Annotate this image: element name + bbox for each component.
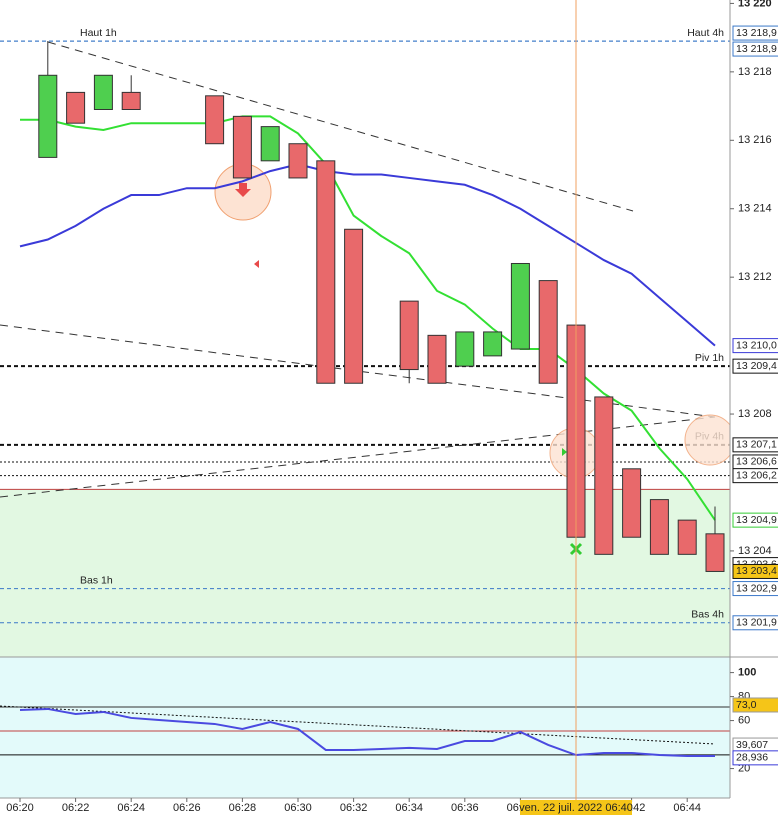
candle-body xyxy=(121,91,141,110)
y-tick-label: 13 216 xyxy=(738,134,772,146)
y-tick-label: 60 xyxy=(738,714,750,726)
price-label: 13 201,9 xyxy=(736,617,777,629)
crosshair-label-box xyxy=(520,800,632,815)
level-name: Piv 1h xyxy=(695,352,724,364)
y-tick-label: 13 218 xyxy=(738,66,772,78)
price-label: 13 206,6 xyxy=(736,456,777,468)
level-name: Haut 4h xyxy=(687,27,724,39)
x-tick-label: 06:30 xyxy=(284,802,312,814)
trend-line xyxy=(0,416,716,498)
candle-body xyxy=(344,228,364,384)
candle-body xyxy=(622,468,642,538)
price-label: 13 207,1 xyxy=(736,439,777,451)
candle-body xyxy=(455,331,475,367)
y-tick-label: 13 204 xyxy=(738,545,772,557)
indicator-background xyxy=(0,657,730,798)
down-arrow xyxy=(235,183,251,197)
x-tick-label: 06:26 xyxy=(173,802,201,814)
price-label-box xyxy=(732,358,778,374)
y-tick-label: 100 xyxy=(738,667,756,679)
candle-body xyxy=(399,300,419,371)
x-tick-label: 06:32 xyxy=(340,802,368,814)
x-tick-label: 06:20 xyxy=(6,802,34,814)
candle-body xyxy=(232,115,252,179)
candle-body xyxy=(427,334,447,384)
price-label-box xyxy=(732,338,778,354)
price-label-box xyxy=(732,468,778,484)
marker xyxy=(562,448,567,456)
level-name: Bas 4h xyxy=(691,609,724,621)
price-label-box xyxy=(732,41,778,57)
x-tick-label: 06:24 xyxy=(117,802,145,814)
price-label: 13 206,2 xyxy=(736,469,777,481)
axis-layer: 13 220 13 218 13 216 13 214 13 212 13 208 13 2… xyxy=(6,0,778,814)
crosshair-label: ven. 22 juil. 2022 06:40 xyxy=(519,802,633,814)
candle-body xyxy=(649,499,669,555)
price-label: 13 210,0 xyxy=(736,339,777,351)
x-tick-label: 06:28 xyxy=(229,802,257,814)
price-label-box xyxy=(732,512,778,528)
price-label: 13 218,9 xyxy=(736,27,777,39)
marker xyxy=(254,260,259,268)
y-tick-label: 13 212 xyxy=(738,271,772,283)
candle-body xyxy=(288,143,308,179)
x-tick-label: 06:34 xyxy=(395,802,423,814)
level-name: Bas 1h xyxy=(80,574,113,586)
y-tick-label: 13 208 xyxy=(738,408,772,420)
candle-body xyxy=(594,396,614,555)
candle-body xyxy=(705,533,725,572)
price-label: 13 203,4 xyxy=(736,565,777,577)
y-tick-label: 20 xyxy=(738,762,750,774)
candle-body xyxy=(66,91,86,124)
indicator-label: 39,607 xyxy=(736,739,768,751)
candle-body xyxy=(38,74,58,158)
ma-line xyxy=(20,115,716,521)
indicator-label: 28,936 xyxy=(736,752,768,764)
price-label: 13 209,4 xyxy=(736,360,777,372)
x-tick-label: 06:22 xyxy=(62,802,90,814)
candle-body xyxy=(260,126,280,162)
zone-layer xyxy=(0,488,730,657)
indicator-label-box xyxy=(732,750,778,766)
candle-body xyxy=(483,331,503,357)
indicator-label-box xyxy=(732,697,778,713)
y-tick-label: 13 220 xyxy=(738,0,772,9)
price-label-box xyxy=(732,615,778,631)
x-tick-label: 06:36 xyxy=(451,802,479,814)
x-tick-label: 06:44 xyxy=(673,802,701,814)
price-label: 13 202,9 xyxy=(736,582,777,594)
candle-body xyxy=(510,262,530,350)
marks-layer xyxy=(19,41,725,757)
signal-line xyxy=(0,705,716,745)
candle-body xyxy=(93,74,113,110)
candle-body xyxy=(316,160,336,384)
trend-line xyxy=(47,41,634,212)
ma-line xyxy=(19,163,716,347)
candle-body xyxy=(538,280,558,384)
level-name: Haut 1h xyxy=(80,27,117,39)
signal-circle xyxy=(684,414,736,466)
candle-body xyxy=(205,95,225,145)
price-label: 13 218,9 xyxy=(736,43,777,55)
candle-body xyxy=(677,519,697,555)
y-tick-label: 13 214 xyxy=(738,203,772,215)
indicator-label: 73,0 xyxy=(736,699,757,711)
price-label-box xyxy=(732,581,778,597)
price-label-box xyxy=(732,25,778,41)
price-label-box xyxy=(732,437,778,453)
price-label-box xyxy=(732,563,778,579)
indicator-line xyxy=(19,707,715,757)
price-axis xyxy=(730,0,778,815)
zone xyxy=(0,489,730,657)
price-label: 13 204,9 xyxy=(736,514,777,526)
